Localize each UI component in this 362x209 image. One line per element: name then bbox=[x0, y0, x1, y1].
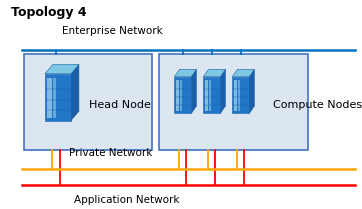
FancyBboxPatch shape bbox=[53, 78, 56, 118]
Polygon shape bbox=[220, 69, 226, 113]
FancyBboxPatch shape bbox=[176, 80, 179, 111]
FancyBboxPatch shape bbox=[205, 80, 208, 111]
Polygon shape bbox=[249, 69, 254, 113]
FancyBboxPatch shape bbox=[45, 74, 71, 121]
Polygon shape bbox=[71, 64, 79, 121]
Polygon shape bbox=[45, 64, 79, 74]
Text: Topology 4: Topology 4 bbox=[11, 6, 87, 19]
FancyBboxPatch shape bbox=[174, 77, 191, 113]
Text: Compute Nodes: Compute Nodes bbox=[273, 99, 362, 110]
FancyBboxPatch shape bbox=[159, 54, 308, 150]
Polygon shape bbox=[191, 69, 197, 113]
Text: Head Node: Head Node bbox=[89, 99, 151, 110]
Text: Private Network: Private Network bbox=[69, 148, 152, 158]
FancyBboxPatch shape bbox=[180, 80, 182, 111]
Polygon shape bbox=[203, 69, 226, 77]
Polygon shape bbox=[174, 69, 197, 77]
Polygon shape bbox=[232, 69, 254, 77]
FancyBboxPatch shape bbox=[238, 80, 240, 111]
Text: Application Network: Application Network bbox=[74, 195, 180, 205]
FancyBboxPatch shape bbox=[24, 54, 152, 150]
Text: Enterprise Network: Enterprise Network bbox=[62, 25, 163, 36]
FancyBboxPatch shape bbox=[233, 80, 237, 111]
FancyBboxPatch shape bbox=[47, 78, 52, 118]
FancyBboxPatch shape bbox=[209, 80, 211, 111]
FancyBboxPatch shape bbox=[203, 77, 220, 113]
FancyBboxPatch shape bbox=[232, 77, 249, 113]
